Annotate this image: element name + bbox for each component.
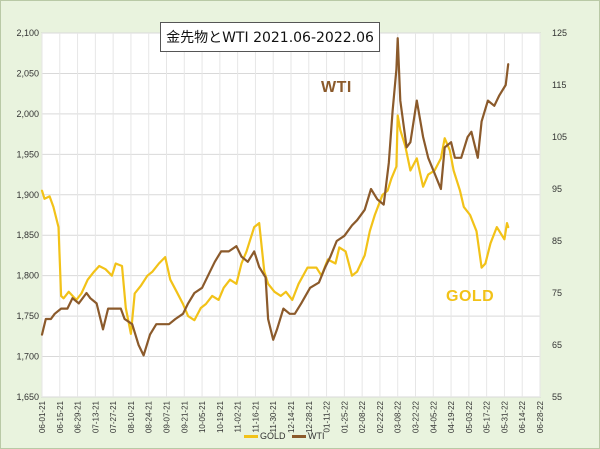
- x-tick-label: 08-24-21: [145, 400, 154, 433]
- series-line-wti: [40, 37, 510, 357]
- x-tick-label: 04-19-22: [447, 400, 456, 433]
- legend-gold-label: GOLD: [260, 431, 286, 441]
- legend-gold-swatch: [244, 435, 258, 439]
- x-tick-label: 06-29-21: [74, 400, 83, 433]
- x-tick-label: 10-05-21: [198, 400, 207, 433]
- y-left-tick-label: 2,100: [16, 28, 39, 38]
- x-tick-label: 01-11-22: [323, 400, 332, 432]
- y-right-tick-label: 105: [552, 132, 567, 142]
- x-tick-label: 09-07-21: [163, 400, 172, 433]
- x-tick-label: 11-02-21: [234, 400, 243, 432]
- chart-title: 金先物とWTI 2021.06-2022.06: [160, 22, 380, 52]
- x-tick-label: 03-22-22: [412, 400, 421, 433]
- x-tick-label: 11-16-21: [251, 400, 260, 432]
- x-tick-label: 05-31-22: [500, 400, 509, 433]
- legend-wti-swatch: [292, 435, 307, 439]
- y-left-tick-label: 1,800: [16, 271, 39, 281]
- x-tick-label: 02-22-22: [376, 400, 385, 433]
- y-left-tick-label: 1,900: [16, 190, 39, 200]
- gold-annotation: GOLD: [446, 288, 495, 305]
- x-tick-label: 06-01-21: [38, 400, 47, 433]
- x-tick-label: 06-14-22: [518, 400, 527, 433]
- x-tick-label: 06-15-21: [56, 400, 65, 433]
- y-right-tick-label: 125: [552, 28, 567, 38]
- legend: GOLD WTI: [240, 431, 325, 441]
- x-tick-label: 11-30-21: [269, 400, 278, 432]
- x-tick-label: 05-17-22: [483, 400, 492, 433]
- x-tick-label: 01-25-22: [340, 400, 349, 433]
- legend-wti-label: WTI: [308, 431, 325, 441]
- x-tick-label: 03-08-22: [394, 400, 403, 433]
- x-tick-label: 05-03-22: [465, 400, 474, 433]
- y-left-tick-label: 1,950: [16, 149, 39, 159]
- x-tick-label: 09-21-21: [180, 400, 189, 433]
- y-left-tick-label: 1,700: [16, 352, 39, 362]
- x-tick-label: 07-13-21: [91, 400, 100, 433]
- x-tick-label: 08-10-21: [127, 400, 136, 433]
- y-right-tick-label: 75: [552, 288, 562, 298]
- y-right-tick-label: 65: [552, 340, 562, 350]
- x-tick-label: 04-05-22: [429, 400, 438, 433]
- x-tick-label: 07-27-21: [109, 400, 118, 433]
- series-line-gold: [40, 114, 510, 335]
- x-tick-label: 12-14-21: [287, 400, 296, 433]
- y-left-tick-label: 1,650: [16, 392, 39, 402]
- y-left-tick-label: 2,000: [16, 109, 39, 119]
- x-tick-label: 06-28-22: [536, 400, 545, 433]
- y-left-tick-label: 1,750: [16, 311, 39, 321]
- y-left-tick-label: 1,850: [16, 230, 39, 240]
- y-right-tick-label: 85: [552, 236, 562, 246]
- y-left-tick-label: 2,050: [16, 68, 39, 78]
- x-tick-label: 10-19-21: [216, 400, 225, 433]
- y-right-tick-label: 95: [552, 184, 562, 194]
- x-tick-label: 12-28-21: [305, 400, 314, 433]
- y-right-tick-label: 55: [552, 392, 562, 402]
- y-right-tick-label: 115: [552, 80, 566, 90]
- x-tick-label: 02-08-22: [358, 400, 367, 433]
- wti-annotation: WTI: [321, 79, 352, 96]
